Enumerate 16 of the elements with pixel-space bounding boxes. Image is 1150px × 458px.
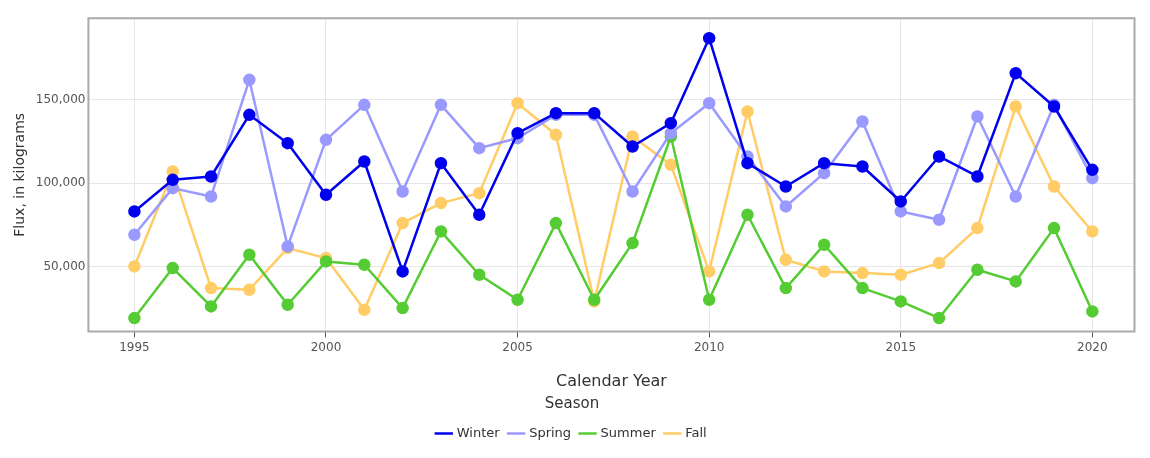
x-axis-title: Calendar Year <box>556 370 668 390</box>
x-tick-label: 2010 <box>693 339 725 354</box>
legend-label: Winter <box>456 424 501 440</box>
x-tick-label: 1995 <box>119 339 150 354</box>
x-tick-label: 2000 <box>310 339 342 354</box>
y-axis-title: Flux, in kilograms <box>11 112 28 237</box>
y-tick-label: 150,000 <box>35 91 86 106</box>
y-tick-label: 50,000 <box>43 258 86 273</box>
y-tick-label: 100,000 <box>35 175 86 190</box>
legend-label: Fall <box>685 424 707 440</box>
legend-title: Season <box>544 394 600 413</box>
x-tick-label: 2020 <box>1077 339 1108 354</box>
legend-label: Summer <box>600 424 657 440</box>
x-tick-label: 2015 <box>885 339 917 354</box>
legend-label: Spring <box>529 424 572 440</box>
x-tick-label: 2005 <box>502 339 533 354</box>
